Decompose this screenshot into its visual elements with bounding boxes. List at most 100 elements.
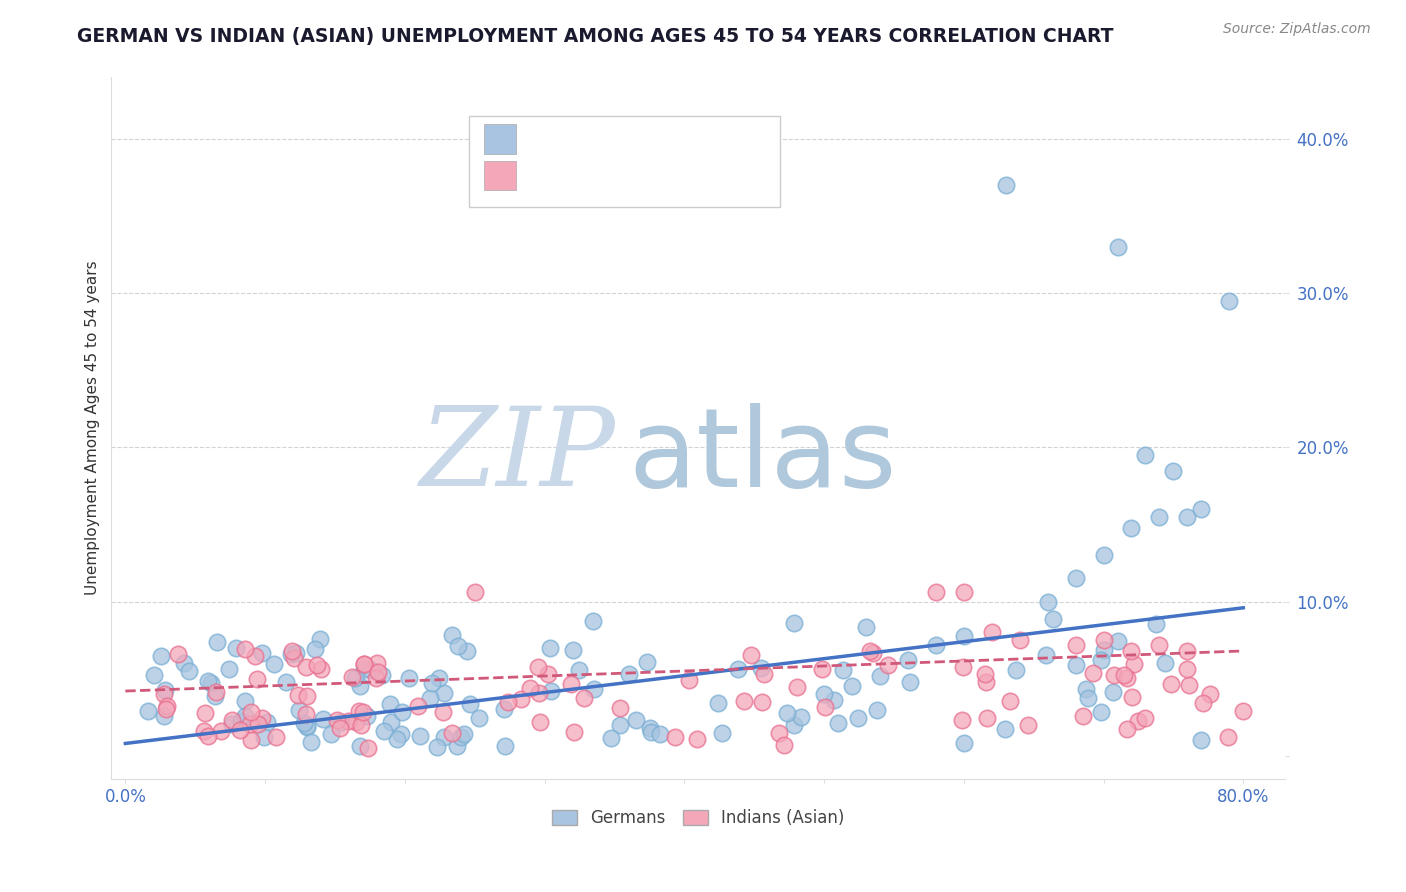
Point (560, 676, 582, 690)
Point (458, 697, 481, 711)
Point (494, 702, 516, 716)
Point (568, 663, 591, 677)
Point (349, 679, 371, 693)
Point (1149, 638, 1171, 652)
Point (1092, 549, 1115, 563)
Point (1101, 685, 1123, 699)
Point (453, 727, 475, 741)
Point (240, 732, 263, 747)
Point (391, 705, 413, 719)
Point (329, 721, 352, 735)
Point (733, 694, 755, 708)
Bar (484, 125, 516, 154)
Point (952, 628, 974, 642)
Point (1042, 611, 1064, 625)
Point (426, 740, 449, 755)
Point (239, 705, 262, 719)
Point (366, 671, 388, 685)
Point (1077, 690, 1099, 705)
Point (572, 691, 595, 706)
Point (862, 646, 884, 660)
Point (617, 667, 640, 681)
Point (1092, 633, 1115, 648)
Point (650, 727, 672, 741)
Point (321, 726, 343, 740)
Point (952, 585, 974, 599)
Point (197, 729, 219, 743)
Point (136, 704, 159, 718)
Point (1122, 657, 1144, 671)
Point (811, 662, 834, 676)
Legend: Germans, Indians (Asian): Germans, Indians (Asian) (546, 803, 851, 834)
Point (1218, 293, 1240, 308)
Point (371, 667, 394, 681)
Point (432, 705, 454, 719)
Point (173, 656, 195, 670)
Point (385, 732, 408, 747)
Point (297, 720, 319, 734)
Point (869, 668, 891, 682)
Point (952, 736, 974, 750)
Point (1005, 663, 1028, 677)
Point (664, 730, 686, 744)
Point (233, 709, 256, 723)
Point (250, 711, 273, 725)
Text: R =: R = (534, 167, 574, 185)
Point (350, 718, 373, 732)
Point (309, 632, 332, 646)
Point (304, 642, 326, 657)
Point (367, 665, 389, 680)
Text: 147: 147 (731, 129, 770, 149)
Point (925, 638, 948, 652)
Point (264, 730, 287, 744)
Point (519, 681, 541, 695)
Point (1163, 464, 1185, 478)
Point (353, 662, 375, 676)
Point (336, 714, 359, 728)
Point (1036, 594, 1059, 608)
Point (494, 739, 516, 753)
Point (406, 698, 429, 713)
Point (1199, 687, 1222, 701)
Point (1121, 521, 1143, 535)
Point (832, 663, 855, 677)
Point (156, 698, 179, 713)
Point (340, 670, 363, 684)
Text: GERMAN VS INDIAN (ASIAN) UNEMPLOYMENT AMONG AGES 45 TO 54 YEARS CORRELATION CHAR: GERMAN VS INDIAN (ASIAN) UNEMPLOYMENT AM… (77, 27, 1114, 45)
Point (347, 704, 370, 718)
Point (209, 724, 232, 739)
Point (205, 635, 228, 649)
Point (283, 650, 305, 665)
Point (295, 719, 318, 733)
Point (1177, 509, 1199, 524)
Point (177, 664, 200, 678)
Point (711, 725, 734, 739)
Point (288, 703, 311, 717)
Point (373, 723, 395, 738)
Point (1107, 633, 1129, 648)
Point (783, 717, 806, 731)
Bar (484, 161, 516, 190)
Point (749, 661, 772, 675)
Point (356, 709, 378, 723)
Point (419, 691, 441, 706)
Point (1116, 671, 1139, 685)
Point (640, 721, 662, 735)
Point (246, 672, 269, 686)
Point (824, 692, 846, 706)
Point (1064, 638, 1087, 652)
Text: 0.288: 0.288 (588, 129, 647, 149)
Point (233, 694, 256, 708)
Point (441, 726, 464, 740)
Point (813, 687, 835, 701)
Point (446, 739, 468, 753)
Point (768, 725, 790, 739)
Point (433, 730, 456, 744)
Point (229, 723, 252, 738)
Point (1116, 722, 1139, 736)
Point (776, 706, 799, 720)
Point (1090, 653, 1112, 667)
Point (1064, 572, 1087, 586)
Point (1191, 696, 1213, 710)
Point (360, 663, 382, 677)
